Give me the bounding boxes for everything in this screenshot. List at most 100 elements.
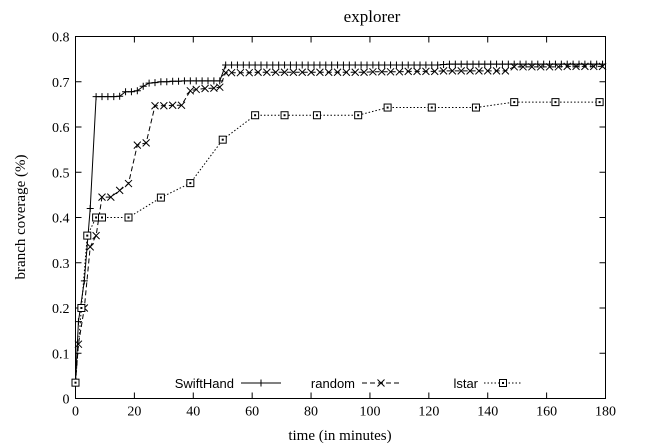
data-point: [169, 77, 177, 85]
x-tick-label: 120: [418, 405, 439, 420]
y-tick-label: 0.6: [52, 121, 70, 136]
data-point: [110, 93, 118, 101]
data-point: [589, 62, 598, 71]
x-tick-label: 20: [127, 405, 141, 420]
data-point: [387, 61, 395, 69]
data-point: [440, 61, 448, 69]
data-point: [210, 77, 218, 85]
data-point-center: [357, 114, 360, 117]
legend-item-swifthand: SwiftHand: [175, 376, 281, 391]
data-point: [221, 68, 230, 77]
data-point: [142, 138, 151, 147]
data-point: [228, 61, 236, 69]
data-point: [369, 67, 377, 76]
data-point: [168, 101, 177, 110]
data-point: [410, 61, 418, 69]
y-tick-label: 0.3: [52, 257, 70, 272]
data-point: [377, 379, 385, 387]
data-point: [334, 61, 342, 69]
data-point: [475, 60, 483, 68]
y-tick-label: 0.4: [52, 212, 70, 227]
axis-ticks: [75, 36, 606, 399]
data-point: [422, 67, 430, 76]
data-point: [395, 67, 404, 76]
data-point: [501, 67, 510, 75]
data-point-center: [283, 114, 286, 117]
data-point: [286, 61, 294, 69]
data-point: [310, 61, 318, 69]
y-axis-label: branch coverage (%): [13, 155, 29, 280]
data-point: [498, 60, 506, 68]
legend-label: SwiftHand: [175, 376, 234, 391]
data-point: [115, 186, 124, 195]
data-point-center: [430, 106, 433, 109]
data-point: [493, 60, 501, 68]
data-point: [351, 61, 359, 69]
data-point: [159, 101, 168, 110]
data-point: [145, 79, 153, 87]
data-point: [404, 61, 412, 69]
data-point-center: [80, 307, 83, 309]
data-point: [339, 61, 347, 69]
data-point-center: [101, 216, 103, 219]
data-point: [124, 179, 133, 188]
data-point: [377, 67, 386, 76]
data-point: [215, 83, 224, 92]
data-point-center: [598, 101, 601, 104]
data-point: [127, 88, 135, 96]
data-point: [175, 77, 183, 85]
data-point: [233, 61, 241, 69]
data-point: [536, 62, 545, 71]
data-point: [74, 318, 82, 326]
data-point: [186, 77, 194, 85]
data-point-center: [386, 106, 389, 109]
chart-title: explorer: [344, 7, 401, 26]
data-point: [139, 82, 147, 90]
data-point: [98, 193, 106, 201]
series-lstar: [71, 98, 604, 387]
plot-frame: [75, 36, 606, 399]
data-point: [404, 67, 413, 76]
data-point: [204, 77, 212, 85]
x-tick-label: 60: [245, 405, 259, 420]
data-point: [439, 67, 448, 75]
data-point: [363, 61, 371, 69]
data-point: [292, 61, 300, 69]
data-point: [328, 61, 336, 69]
data-point: [180, 77, 188, 85]
data-point: [307, 68, 315, 77]
data-point: [345, 61, 353, 69]
legend-label: lstar: [453, 376, 478, 391]
data-point: [298, 61, 306, 69]
y-tick-label: 0.5: [52, 166, 70, 181]
data-point-center: [513, 101, 516, 104]
data-point: [416, 61, 424, 69]
data-point-center: [315, 114, 318, 117]
series-group: [71, 60, 607, 387]
data-point: [545, 62, 554, 71]
data-point: [263, 68, 271, 77]
data-point-center: [74, 381, 77, 384]
data-point: [481, 60, 489, 68]
series-line: [75, 63, 603, 383]
data-point: [487, 60, 495, 68]
data-point: [322, 61, 330, 69]
data-point: [469, 60, 477, 68]
data-point-center: [127, 216, 130, 219]
data-point: [222, 61, 230, 69]
data-point: [360, 68, 368, 77]
data-point: [92, 231, 100, 240]
data-point: [198, 77, 206, 85]
data-point: [186, 86, 195, 95]
data-point: [434, 61, 442, 69]
data-point: [80, 277, 88, 285]
data-point: [251, 61, 259, 69]
series-swifthand: [72, 60, 607, 387]
data-point: [463, 60, 471, 68]
data-point: [281, 61, 289, 69]
y-tick-label: 0.1: [52, 347, 70, 362]
series-line: [75, 101, 600, 383]
x-tick-label: 40: [186, 405, 200, 420]
data-point: [445, 60, 453, 68]
x-tick-labels: 0 20 40 60 80 100 120 140 160 180: [72, 405, 616, 420]
